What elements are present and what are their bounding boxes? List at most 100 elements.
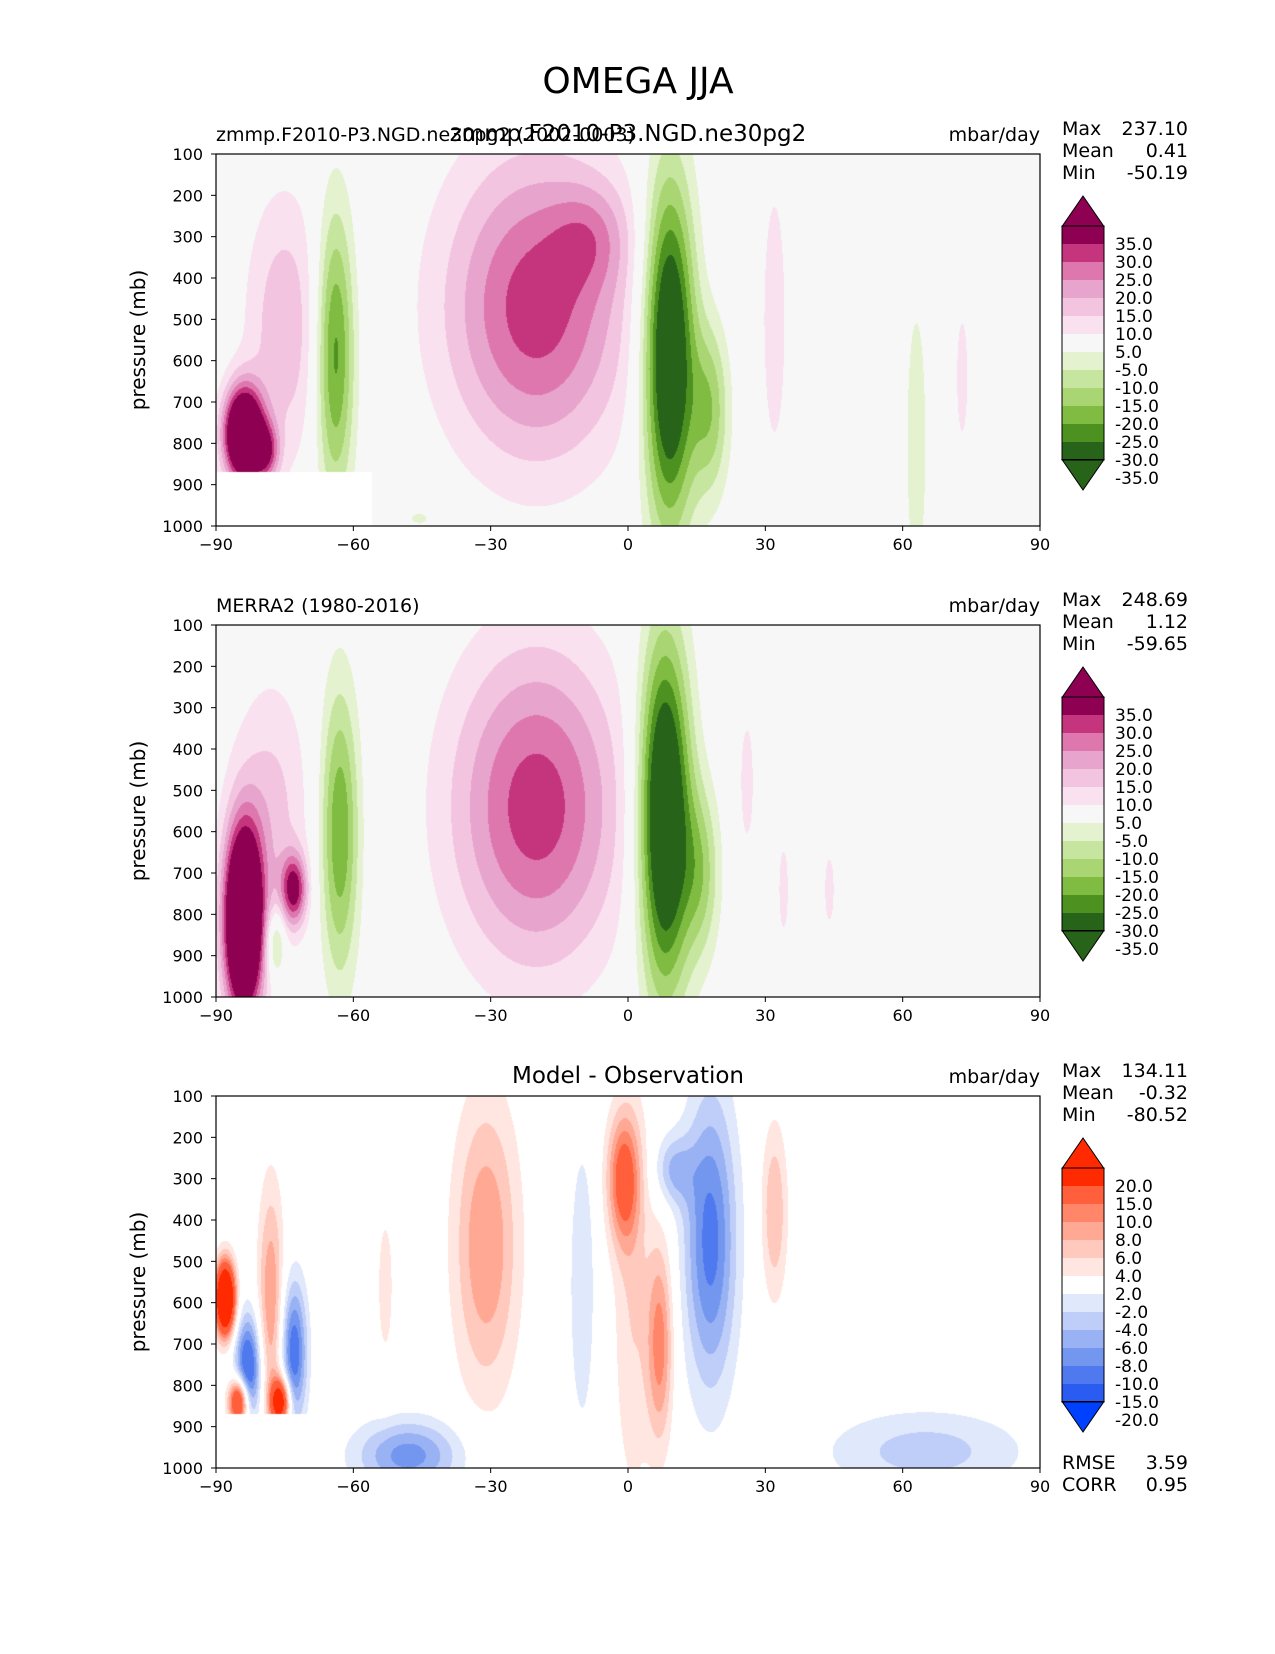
stat-label: Max [1062, 589, 1101, 611]
stat-value: 3.59 [1146, 1452, 1188, 1474]
colorbar: 20.015.010.08.06.04.02.0-2.0-4.0-6.0-8.0… [1061, 1137, 1159, 1433]
y-axis-label: pressure (mb) [126, 1212, 150, 1353]
colorbar-segment [1062, 1276, 1104, 1295]
x-tick-label: 90 [1030, 1477, 1050, 1496]
colorbar-label: 5.0 [1115, 814, 1142, 834]
colorbar-frame [1061, 225, 1105, 461]
x-tick-label: −30 [474, 535, 508, 554]
stat-value: 134.11 [1122, 1060, 1188, 1082]
x-tick-label: −30 [474, 1477, 508, 1496]
colorbar-label: 35.0 [1115, 706, 1153, 726]
stat-label: Mean [1062, 140, 1114, 162]
colorbar-label: 10.0 [1115, 325, 1153, 345]
stat-label: Mean [1062, 1082, 1114, 1104]
stat-value: -80.52 [1127, 1104, 1188, 1126]
y-tick-label: 500 [172, 781, 203, 800]
stat-value: -0.32 [1139, 1082, 1188, 1104]
y-tick-label: 400 [172, 1211, 203, 1230]
y-tick-label: 400 [172, 269, 203, 288]
contour-field-difference [216, 1096, 1040, 1468]
colorbar-segment [1062, 442, 1104, 461]
colorbar-segment [1062, 715, 1104, 734]
colorbar-segment [1062, 877, 1104, 896]
units-label: mbar/day [949, 595, 1040, 617]
colorbar-segment [1062, 406, 1104, 425]
colorbar-segment [1062, 316, 1104, 335]
colorbar-segment [1062, 1186, 1104, 1205]
colorbar-segment [1062, 334, 1104, 353]
colorbar-segment [1062, 370, 1104, 389]
x-tick-label: 30 [755, 1477, 775, 1496]
y-tick-label: 700 [172, 393, 203, 412]
colorbar-segment [1062, 805, 1104, 824]
colorbar-segment [1062, 1384, 1104, 1403]
colorbar-label: -20.0 [1115, 415, 1159, 435]
x-tick-label: 0 [623, 1477, 633, 1496]
x-tick-label: −30 [474, 1006, 508, 1025]
y-tick-label: 100 [172, 1087, 203, 1106]
y-tick-label: 500 [172, 310, 203, 329]
colorbar-segment [1062, 697, 1104, 716]
colorbar-label: -20.0 [1115, 886, 1159, 906]
stat-label: Max [1062, 1060, 1101, 1082]
x-tick-label: 0 [623, 1006, 633, 1025]
contour-field-reference [216, 625, 1040, 997]
y-tick-label: 300 [172, 228, 203, 247]
y-tick-label: 200 [172, 186, 203, 205]
colorbar-label: 15.0 [1115, 307, 1153, 327]
y-tick-label: 600 [172, 823, 203, 842]
panel-title-center: zmmp.F2010-P3.NGD.ne30pg2 [450, 121, 807, 147]
x-tick-label: −90 [199, 1006, 233, 1025]
colorbar-label: -30.0 [1115, 922, 1159, 942]
colorbar-segment [1062, 1168, 1104, 1187]
y-tick-label: 700 [172, 864, 203, 883]
colorbar-label: -10.0 [1115, 1375, 1159, 1395]
x-tick-label: 60 [892, 1006, 912, 1025]
stat-label: Min [1062, 1104, 1096, 1126]
colorbar-segment [1062, 352, 1104, 371]
colorbar-label: 10.0 [1115, 796, 1153, 816]
colorbar-segment [1062, 226, 1104, 245]
colorbar-label: 25.0 [1115, 271, 1153, 291]
stat-label: Min [1062, 633, 1096, 655]
colorbar-segment [1062, 1348, 1104, 1367]
colorbar-label: 8.0 [1115, 1231, 1142, 1251]
y-tick-label: 1000 [162, 988, 203, 1007]
x-tick-label: −60 [336, 1477, 370, 1496]
y-axis-label: pressure (mb) [126, 270, 150, 411]
colorbar-segment [1062, 751, 1104, 770]
stat-label: RMSE [1062, 1452, 1116, 1474]
colorbar-label: -2.0 [1115, 1303, 1148, 1323]
colorbar-extend-bottom [1061, 459, 1105, 491]
colorbar-label: -5.0 [1115, 832, 1148, 852]
y-tick-label: 900 [172, 947, 203, 966]
colorbar-label: 15.0 [1115, 778, 1153, 798]
colorbar-extend-bottom [1061, 1401, 1105, 1433]
colorbar-segment [1062, 1204, 1104, 1223]
colorbar-label: -25.0 [1115, 904, 1159, 924]
colorbar: 35.030.025.020.015.010.05.0-5.0-10.0-15.… [1061, 195, 1159, 491]
x-tick-label: 90 [1030, 535, 1050, 554]
colorbar-extend-top [1061, 666, 1105, 698]
stat-value: 237.10 [1122, 118, 1188, 140]
colorbar-segment [1062, 859, 1104, 878]
x-tick-label: 30 [755, 1006, 775, 1025]
y-axis-label: pressure (mb) [126, 741, 150, 882]
y-tick-label: 200 [172, 1128, 203, 1147]
y-tick-label: 800 [172, 905, 203, 924]
panel-test: −90 −60 −30 0 30 60 90 100 200 300 400 500 600 700 800… [126, 118, 1188, 554]
stat-label: Max [1062, 118, 1101, 140]
stat-value: 248.69 [1122, 589, 1188, 611]
stat-value: 0.95 [1146, 1474, 1188, 1496]
colorbar-label: -20.0 [1115, 1411, 1159, 1431]
panel-title-left: MERRA2 (1980-2016) [216, 595, 420, 617]
colorbar-segment [1062, 388, 1104, 407]
colorbar-extend-bottom [1061, 930, 1105, 962]
colorbar-segment [1062, 913, 1104, 932]
colorbar-label: -10.0 [1115, 379, 1159, 399]
colorbar-segment [1062, 1222, 1104, 1241]
colorbar-label: -15.0 [1115, 397, 1159, 417]
y-tick-label: 800 [172, 1376, 203, 1395]
colorbar-segment [1062, 1258, 1104, 1277]
